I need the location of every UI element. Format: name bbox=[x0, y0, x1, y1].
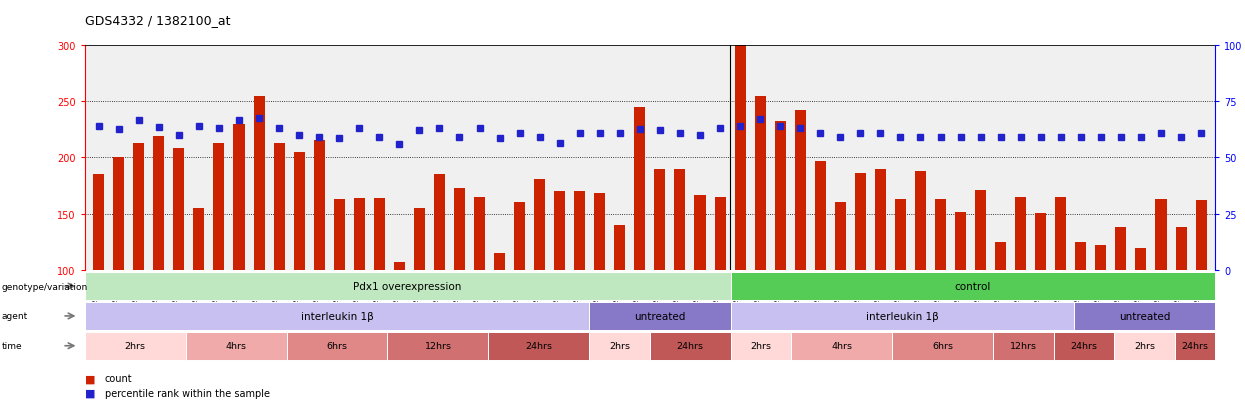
Bar bbox=[835, 203, 845, 271]
Bar bbox=[915, 171, 926, 271]
Bar bbox=[1155, 199, 1167, 271]
Bar bbox=[93, 175, 105, 271]
Text: agent: agent bbox=[1, 312, 27, 320]
Bar bbox=[435, 175, 444, 271]
Bar bbox=[655, 169, 665, 271]
Bar bbox=[1076, 242, 1087, 271]
Bar bbox=[1096, 246, 1107, 271]
Bar bbox=[594, 194, 605, 271]
Text: untreated: untreated bbox=[1119, 311, 1170, 321]
Bar bbox=[554, 192, 565, 271]
Text: 4hrs: 4hrs bbox=[832, 342, 852, 350]
Text: 12hrs: 12hrs bbox=[1010, 342, 1037, 350]
Bar bbox=[153, 137, 164, 271]
Text: interleukin 1β: interleukin 1β bbox=[300, 311, 374, 321]
Bar bbox=[695, 195, 706, 271]
Bar bbox=[113, 158, 125, 271]
Text: 24hrs: 24hrs bbox=[1182, 342, 1209, 350]
Text: 2hrs: 2hrs bbox=[609, 342, 630, 350]
Bar bbox=[1135, 248, 1147, 271]
Bar bbox=[474, 197, 486, 271]
Text: 4hrs: 4hrs bbox=[225, 342, 247, 350]
Bar bbox=[254, 97, 264, 271]
Bar bbox=[374, 199, 385, 271]
Bar bbox=[514, 203, 525, 271]
Bar bbox=[995, 242, 1006, 271]
Bar bbox=[494, 254, 505, 271]
Bar bbox=[173, 149, 184, 271]
Bar bbox=[133, 143, 144, 271]
Text: Pdx1 overexpression: Pdx1 overexpression bbox=[354, 281, 462, 292]
Bar bbox=[213, 143, 224, 271]
Text: GDS4332 / 1382100_at: GDS4332 / 1382100_at bbox=[85, 14, 230, 27]
Bar bbox=[413, 209, 425, 271]
Bar bbox=[334, 199, 345, 271]
Bar bbox=[675, 169, 686, 271]
Bar bbox=[774, 122, 786, 271]
Text: 6hrs: 6hrs bbox=[326, 342, 347, 350]
Bar bbox=[614, 225, 625, 271]
Bar bbox=[955, 212, 966, 271]
Text: time: time bbox=[1, 342, 22, 350]
Bar bbox=[975, 191, 986, 271]
Bar bbox=[294, 152, 305, 271]
Bar bbox=[735, 45, 746, 271]
Text: 2hrs: 2hrs bbox=[1134, 342, 1155, 350]
Text: 2hrs: 2hrs bbox=[124, 342, 146, 350]
Text: percentile rank within the sample: percentile rank within the sample bbox=[105, 388, 270, 398]
Bar bbox=[715, 197, 726, 271]
Bar bbox=[855, 174, 865, 271]
Bar bbox=[574, 192, 585, 271]
Bar bbox=[754, 97, 766, 271]
Bar bbox=[1175, 228, 1186, 271]
Bar bbox=[534, 179, 545, 271]
Text: 24hrs: 24hrs bbox=[677, 342, 703, 350]
Text: genotype/variation: genotype/variation bbox=[1, 282, 87, 291]
Bar bbox=[1116, 228, 1127, 271]
Bar bbox=[1195, 201, 1206, 271]
Bar bbox=[794, 111, 806, 271]
Text: 2hrs: 2hrs bbox=[751, 342, 772, 350]
Bar bbox=[354, 199, 365, 271]
Bar bbox=[274, 143, 285, 271]
Text: 24hrs: 24hrs bbox=[525, 342, 553, 350]
Text: 6hrs: 6hrs bbox=[933, 342, 954, 350]
Text: ■: ■ bbox=[85, 373, 95, 383]
Text: 24hrs: 24hrs bbox=[1071, 342, 1097, 350]
Text: interleukin 1β: interleukin 1β bbox=[865, 311, 939, 321]
Bar bbox=[234, 124, 244, 271]
Bar bbox=[814, 161, 825, 271]
Bar bbox=[635, 107, 645, 271]
Bar bbox=[1015, 197, 1026, 271]
Bar bbox=[1036, 213, 1046, 271]
Bar bbox=[454, 188, 464, 271]
Bar bbox=[1056, 197, 1066, 271]
Bar bbox=[393, 263, 405, 271]
Bar bbox=[314, 141, 325, 271]
Text: untreated: untreated bbox=[634, 311, 686, 321]
Bar bbox=[895, 199, 906, 271]
Text: ■: ■ bbox=[85, 388, 95, 398]
Text: 12hrs: 12hrs bbox=[425, 342, 452, 350]
Text: control: control bbox=[955, 281, 991, 292]
Bar bbox=[935, 199, 946, 271]
Text: count: count bbox=[105, 373, 132, 383]
Bar bbox=[875, 169, 886, 271]
Bar bbox=[193, 209, 204, 271]
